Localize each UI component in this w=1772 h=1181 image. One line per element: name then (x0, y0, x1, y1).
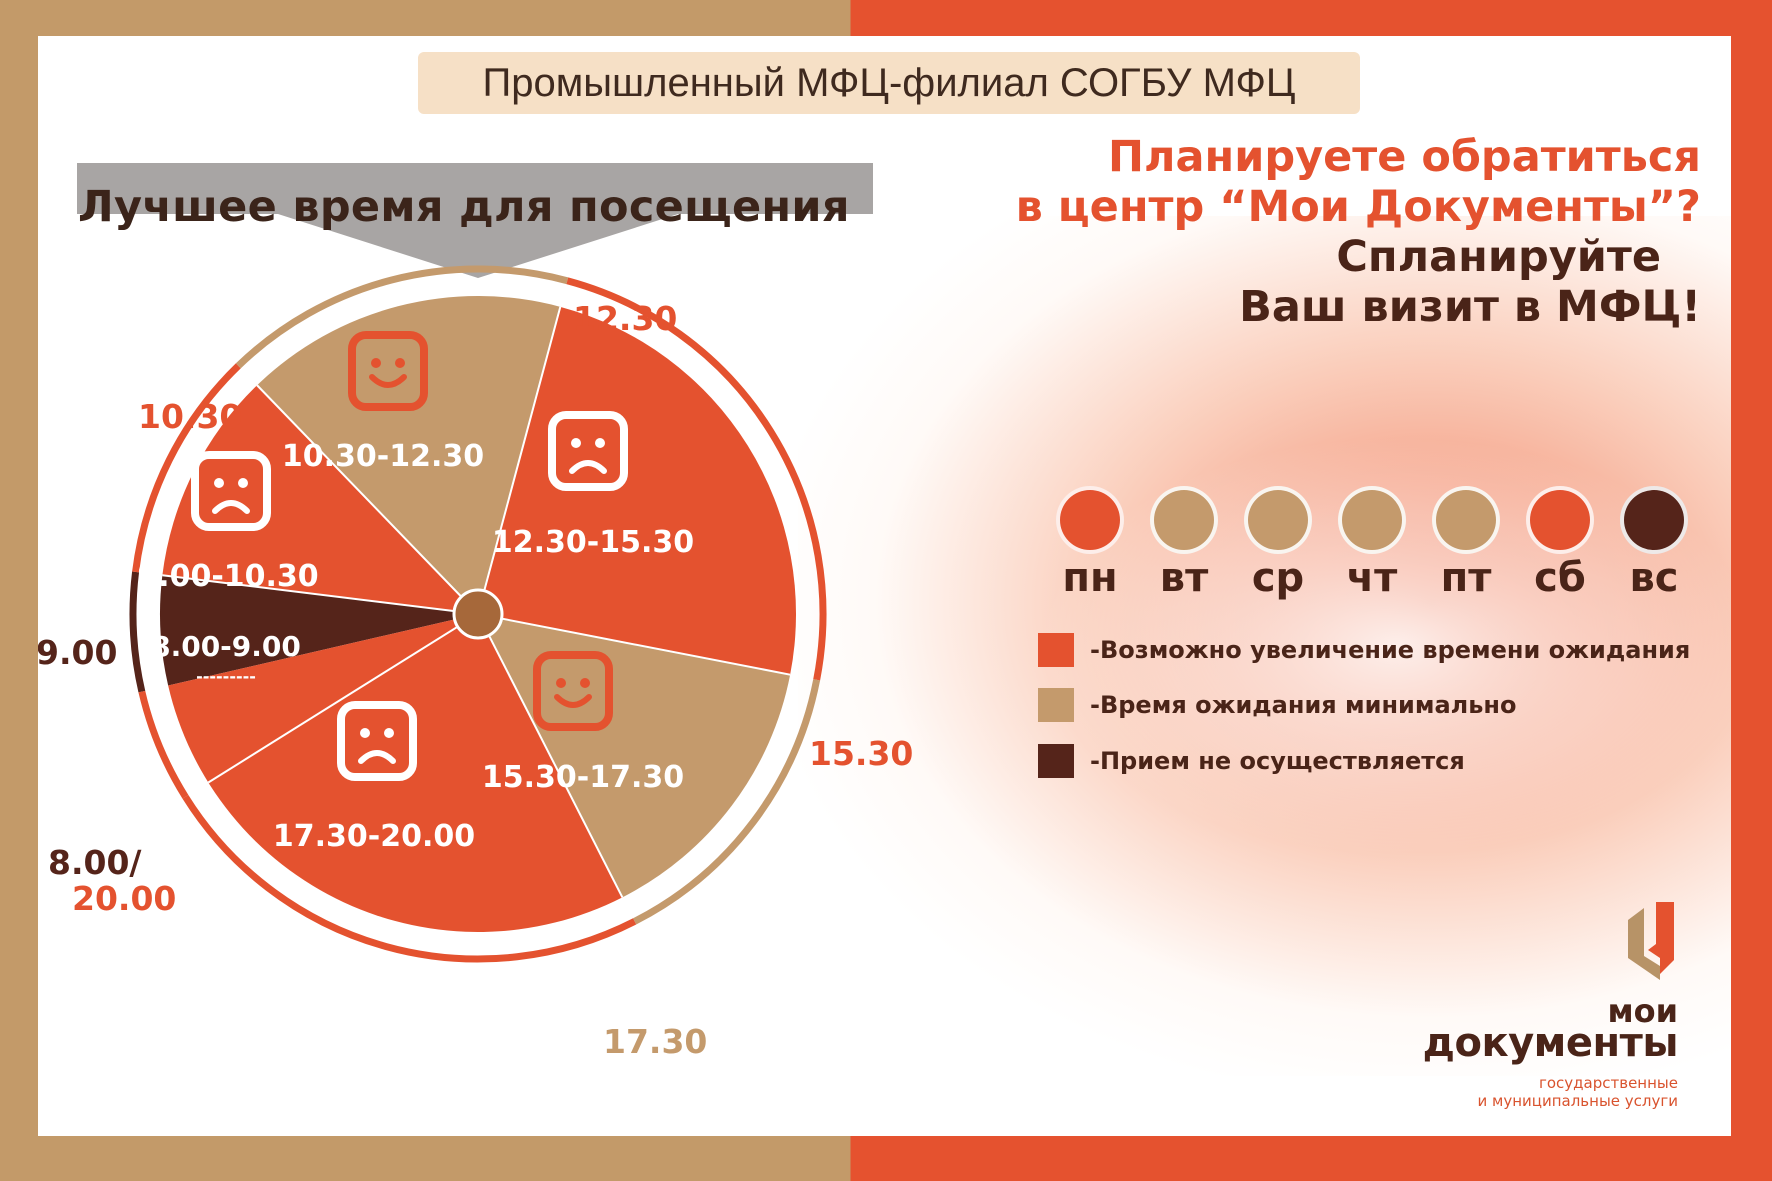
slice-separator (162, 574, 479, 615)
headline-line-4: Ваш визит в МФЦ! (1239, 282, 1701, 332)
title-callout (77, 163, 873, 278)
title-callout-shape (77, 163, 873, 278)
headline-line-1: Планируете обратиться (1108, 132, 1701, 182)
slice-label: 8.00-9.00 (151, 630, 301, 663)
best-time-title: Лучшее время для посещения (78, 182, 850, 232)
ring-segment (566, 277, 827, 681)
pie-slice-12.30-15.30 (478, 306, 796, 675)
legend-swatch (1038, 744, 1074, 778)
legend-item-closed: -Прием не осуществляется (1038, 743, 1465, 779)
happy-face-icon (533, 651, 613, 731)
legend-text: -Время ожидания минимально (1090, 691, 1517, 719)
legend-swatch (1038, 688, 1074, 722)
day-label: сб (1534, 555, 1586, 601)
logo-mark-red (1648, 902, 1674, 974)
visiting-time-pie-chart: 8.00-9.00 --------- 9.00-10.30 10.30-12.30 1… (38, 265, 913, 1061)
legend-swatch (1038, 633, 1074, 667)
legend-text: -Возможно увеличение времени ожидания (1090, 636, 1691, 664)
day-sun: вс (1607, 486, 1701, 602)
ring-segment (633, 679, 821, 925)
pie-slice-9.00-10.30 (162, 385, 478, 614)
sad-face-icon (191, 451, 271, 531)
ring-segment (138, 690, 189, 799)
logo-tagline-1: государственные (1538, 1074, 1678, 1092)
slice-separator (477, 306, 562, 615)
day-label: вс (1629, 555, 1679, 601)
logo-tagline-2: и муниципальные услуги (1477, 1092, 1678, 1110)
boundary-time-label: 8.00/ (48, 843, 142, 882)
headline-line-2: в центр “Мои Документы”? (1015, 182, 1701, 232)
boundary-time-label: 15.30 (809, 734, 913, 773)
pie-slice-15.30-17.30 (478, 614, 791, 898)
day-fri: пт (1419, 486, 1513, 602)
pie-slice-8.00-9.00 (160, 575, 478, 686)
boundary-time-label: 17.30 (603, 1022, 707, 1061)
day-status-dot (1150, 486, 1218, 554)
ring-segment (132, 363, 241, 573)
sad-face-icon (337, 701, 417, 781)
pie-slice-10.30-12.30 (257, 296, 561, 614)
branch-banner: Промышленный МФЦ-филиал СОГБУ МФЦ (418, 52, 1360, 114)
day-status-dot (1338, 486, 1406, 554)
day-thu: чт (1325, 486, 1419, 602)
slice-label: 15.30-17.30 (482, 760, 684, 795)
boundary-time-label: 9.00 (38, 633, 117, 672)
day-status-dot (1432, 486, 1500, 554)
legend-item-busy: -Возможно увеличение времени ожидания (1038, 632, 1690, 668)
logo-word-moi: мои (1607, 992, 1678, 1030)
day-status-dot (1056, 486, 1124, 554)
boundary-time-label: 10.30 (138, 397, 242, 436)
legend-text: -Прием не осуществляется (1090, 747, 1465, 775)
boundary-time-label: 20.00 (72, 879, 176, 918)
pie-center-hub (452, 588, 504, 640)
day-status-dot (1244, 486, 1312, 554)
day-label: пн (1062, 555, 1118, 601)
slice-sublabel: --------- (196, 667, 256, 686)
ring-segment (129, 571, 146, 693)
slice-separator (477, 613, 624, 898)
day-label: чт (1346, 555, 1398, 601)
logo-mark-brown (1628, 908, 1660, 980)
day-label: пт (1440, 555, 1492, 601)
headline-line-3: Спланируйте (1336, 232, 1661, 282)
day-mon: пн (1043, 486, 1137, 602)
logo-mark-icon (1628, 902, 1674, 980)
headline: Планируете обратиться в центр “Мои Докум… (1016, 132, 1701, 332)
slice-separator (256, 384, 479, 615)
day-status-dot (1526, 486, 1594, 554)
legend-item-minimal: -Время ожидания минимально (1038, 687, 1517, 723)
sad-face-icon (548, 411, 628, 491)
day-label: ср (1251, 555, 1305, 601)
slice-label: 12.30-15.30 (492, 525, 694, 560)
slice-label: 10.30-12.30 (282, 439, 484, 474)
day-status-dot (1620, 486, 1688, 554)
moi-dokumenty-logo: мои документы государственные и муниципа… (1398, 896, 1718, 1116)
day-wed: ср (1231, 486, 1325, 602)
infographic-card: Промышленный МФЦ-филиал СОГБУ МФЦ Лучшее… (38, 36, 1731, 1136)
slice-separator (477, 613, 791, 676)
slice-separator (207, 613, 479, 784)
day-tue: вт (1137, 486, 1231, 602)
boundary-time-label: 12.30 (573, 299, 677, 338)
slice-label: 17.30-20.00 (273, 819, 475, 854)
weekday-row: пн вт ср чт пт сб вс (1043, 486, 1703, 606)
ring-segment (235, 265, 569, 369)
happy-face-icon (348, 331, 428, 411)
day-sat: сб (1513, 486, 1607, 602)
ring-segment (182, 794, 637, 963)
logo-word-dokumenty: документы (1422, 1020, 1679, 1066)
slice-label: 9.00-10.30 (137, 559, 318, 594)
day-label: вт (1159, 555, 1209, 601)
